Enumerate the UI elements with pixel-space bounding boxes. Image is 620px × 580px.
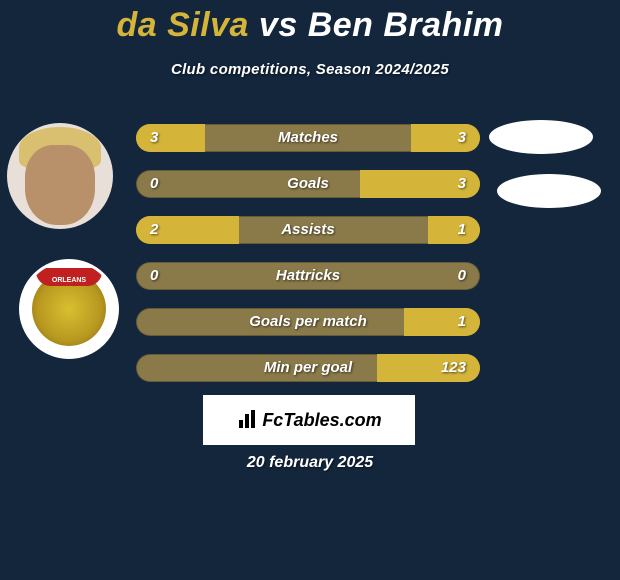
fctables-logo: FcTables.com bbox=[203, 395, 415, 445]
logo-text: FcTables.com bbox=[262, 410, 381, 431]
page-title: da Silva vs Ben Brahim bbox=[0, 0, 620, 45]
chart-icon bbox=[236, 410, 256, 430]
stat-label: Goals bbox=[136, 170, 480, 198]
stat-right-value: 3 bbox=[458, 124, 466, 152]
stat-row: Goals per match1 bbox=[136, 308, 480, 336]
title-player2: Ben Brahim bbox=[308, 6, 504, 44]
title-player1: da Silva bbox=[116, 6, 249, 44]
stat-label: Assists bbox=[136, 216, 480, 244]
title-vs: vs bbox=[259, 6, 298, 44]
player2-club-pill-2 bbox=[497, 174, 601, 208]
date-label: 20 february 2025 bbox=[0, 454, 620, 472]
club-badge-banner: ORLEANS bbox=[36, 268, 102, 286]
stat-right-value: 3 bbox=[458, 170, 466, 198]
avatar-face bbox=[25, 145, 95, 225]
stat-row: Min per goal123 bbox=[136, 354, 480, 382]
stat-row: 0Goals3 bbox=[136, 170, 480, 198]
stat-bars: 3Matches30Goals32Assists10Hattricks0Goal… bbox=[136, 124, 480, 400]
player1-club-badge: ORLEANS bbox=[19, 259, 119, 359]
stat-row: 2Assists1 bbox=[136, 216, 480, 244]
stat-label: Matches bbox=[136, 124, 480, 152]
stat-right-value: 0 bbox=[458, 262, 466, 290]
stat-right-value: 123 bbox=[441, 354, 466, 382]
stat-right-value: 1 bbox=[458, 308, 466, 336]
stat-label: Hattricks bbox=[136, 262, 480, 290]
stat-row: 3Matches3 bbox=[136, 124, 480, 152]
stat-row: 0Hattricks0 bbox=[136, 262, 480, 290]
stat-label: Goals per match bbox=[136, 308, 480, 336]
club-badge-text: ORLEANS bbox=[36, 277, 102, 284]
stat-right-value: 1 bbox=[458, 216, 466, 244]
player2-club-pill-1 bbox=[489, 120, 593, 154]
stat-label: Min per goal bbox=[136, 354, 480, 382]
player1-avatar bbox=[7, 123, 113, 229]
subtitle: Club competitions, Season 2024/2025 bbox=[0, 61, 620, 78]
